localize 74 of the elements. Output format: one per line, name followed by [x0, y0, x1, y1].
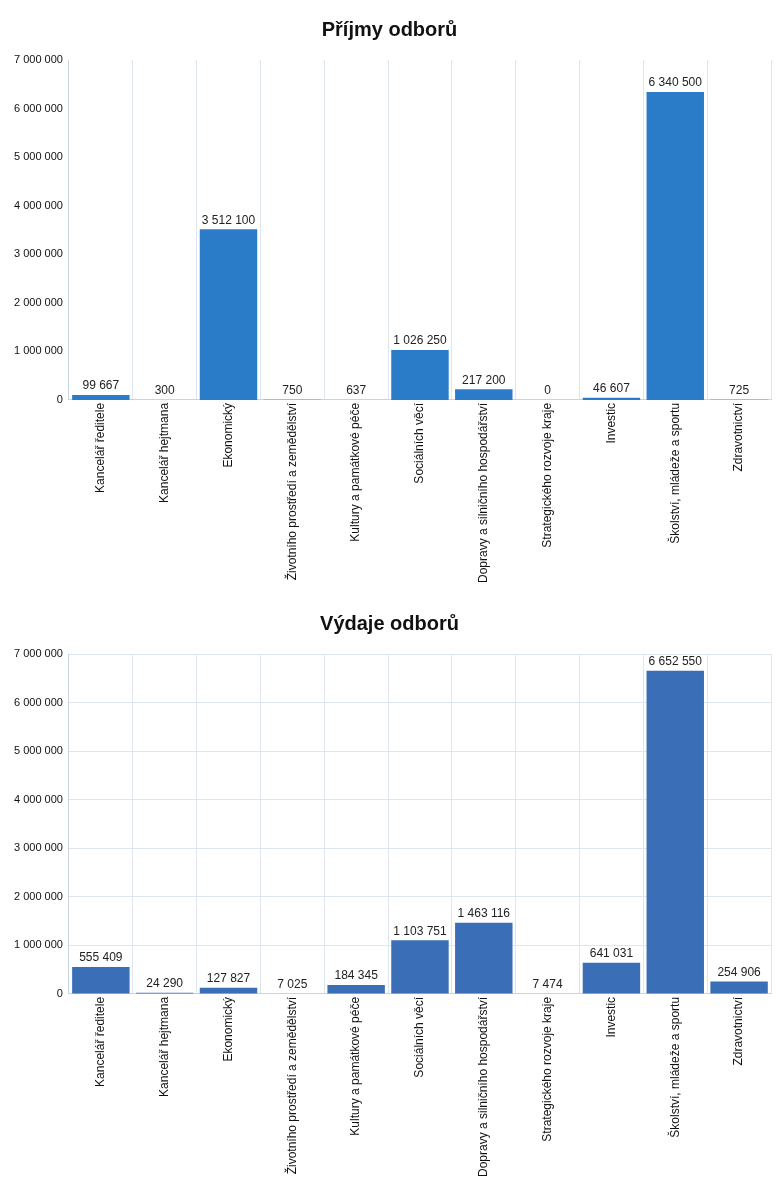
data-label: 1 103 751: [393, 923, 447, 938]
x-tick-label: Ekonomický: [220, 996, 235, 1062]
x-tick-label: Kultury a památkové péče: [348, 996, 363, 1136]
data-label: 6 652 550: [648, 654, 703, 669]
x-tick-label: Strategického rozvoje kraje: [539, 996, 554, 1142]
bar: [646, 92, 704, 400]
x-tick-label: Dopravy a silničního hospodářství: [476, 996, 491, 1177]
y-tick-label: 0: [56, 986, 63, 999]
data-label: 725: [729, 383, 750, 398]
y-tick-label: 3 000 000: [14, 841, 63, 854]
data-label: 637: [346, 383, 367, 398]
x-tick-label: Životního prostředí a zemědělství: [283, 996, 299, 1175]
y-tick-label: 4 000 000: [14, 792, 63, 805]
x-tick-label: Sociálních věcí: [412, 996, 427, 1078]
bar: [391, 350, 449, 400]
data-label: 555 409: [79, 950, 123, 965]
x-tick-label: Dopravy a silničního hospodářství: [476, 402, 491, 583]
data-label: 1 026 250: [393, 333, 447, 348]
bar: [646, 670, 704, 994]
y-tick-label: 2 000 000: [14, 889, 63, 902]
data-label: 46 607: [593, 380, 631, 395]
x-tick-label: Školství, mládeže a sportu: [666, 402, 682, 544]
bar: [710, 981, 768, 994]
x-tick-label: Zdravotnictví: [731, 996, 746, 1066]
data-label: 217 200: [462, 372, 506, 387]
data-label: 99 667: [82, 378, 120, 393]
y-tick-label: 0: [56, 392, 63, 405]
data-label: 1 463 116: [457, 906, 511, 921]
bar: [327, 984, 385, 994]
bar: [455, 922, 513, 994]
x-tick-label: Kultury a památkové péče: [348, 402, 363, 542]
data-label: 750: [282, 383, 303, 398]
y-tick-label: 6 000 000: [14, 101, 63, 114]
bar: [72, 966, 130, 994]
y-tick-label: 1 000 000: [14, 938, 63, 951]
data-label: 254 906: [717, 964, 762, 979]
y-tick-label: 6 000 000: [14, 695, 63, 708]
data-label: 0: [544, 383, 552, 398]
x-tick-label: Kancelář ředitele: [93, 402, 108, 493]
y-tick-label: 4 000 000: [14, 198, 63, 211]
bar: [199, 229, 258, 400]
data-label: 641 031: [589, 946, 634, 961]
y-tick-label: 7 000 000: [14, 647, 63, 660]
bar: [455, 389, 513, 400]
x-tick-label: Kancelář ředitele: [93, 996, 108, 1087]
chart-title: Příjmy odborů: [321, 17, 458, 40]
x-tick-label: Sociálních věcí: [412, 402, 427, 484]
x-tick-label: Kancelář hejtmana: [156, 402, 171, 503]
y-tick-label: 2 000 000: [14, 295, 63, 308]
x-tick-label: Zdravotnictví: [731, 402, 746, 472]
y-tick-label: 5 000 000: [14, 150, 63, 163]
x-tick-label: Životního prostředí a zemědělství: [283, 402, 299, 581]
x-tick-label: Investic: [603, 996, 618, 1038]
x-tick-label: Kancelář hejtmana: [156, 996, 171, 1097]
bar: [582, 962, 641, 994]
data-label: 127 827: [206, 971, 251, 986]
x-tick-label: Investic: [603, 402, 618, 444]
data-label: 7 474: [532, 976, 563, 991]
y-tick-label: 5 000 000: [14, 744, 63, 757]
x-tick-label: Strategického rozvoje kraje: [539, 402, 554, 548]
x-tick-label: Školství, mládeže a sportu: [666, 996, 682, 1138]
y-tick-label: 1 000 000: [14, 344, 63, 357]
chart-title: Výdaje odborů: [320, 611, 459, 634]
y-tick-label: 3 000 000: [14, 247, 63, 260]
data-label: 300: [154, 383, 175, 398]
x-tick-label: Ekonomický: [220, 402, 235, 468]
bar: [72, 395, 130, 400]
data-label: 184 345: [334, 968, 379, 983]
data-label: 3 512 100: [201, 212, 256, 227]
data-label: 6 340 500: [648, 75, 703, 90]
data-label: 24 290: [146, 976, 184, 991]
bar: [391, 940, 449, 994]
y-tick-label: 7 000 000: [14, 53, 63, 66]
data-label: 7 025: [277, 976, 308, 991]
